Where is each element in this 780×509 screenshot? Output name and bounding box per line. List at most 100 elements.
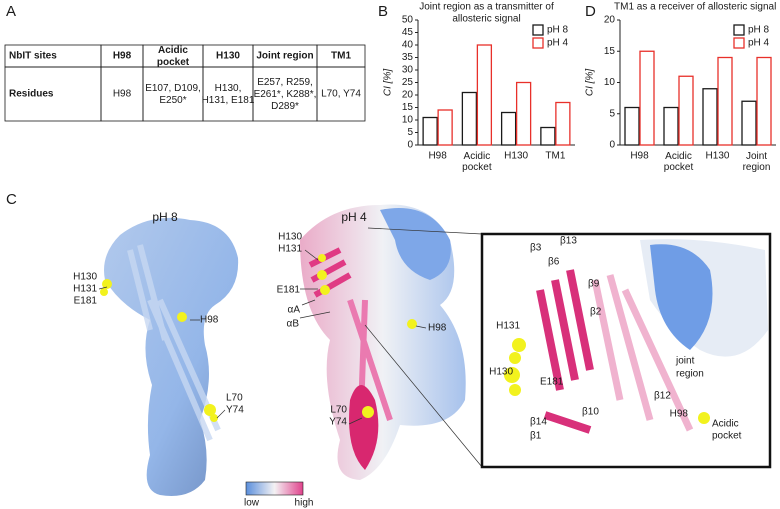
legend-swatch bbox=[532, 37, 544, 49]
y-tick-label: 20 bbox=[604, 15, 616, 26]
bar bbox=[515, 81, 532, 146]
bar bbox=[702, 88, 718, 146]
x-tick-label: Joint region bbox=[743, 151, 771, 173]
bar bbox=[639, 50, 655, 146]
table-text: TM1 bbox=[331, 51, 351, 62]
bar bbox=[741, 100, 757, 146]
table-text: Acidic pocket bbox=[157, 45, 190, 68]
x-tick-label: H130 bbox=[504, 151, 528, 162]
legend-label: pH 8 bbox=[748, 25, 770, 36]
residue-label: Y74 bbox=[329, 417, 347, 428]
residue-label: L70 bbox=[330, 405, 347, 416]
table-text: NbIT sites bbox=[9, 51, 57, 62]
inset-label: β1 bbox=[530, 431, 542, 442]
structure-ph8 bbox=[100, 217, 239, 496]
inset-structure bbox=[504, 239, 768, 434]
y-tick-label: 15 bbox=[604, 46, 616, 57]
y-tick-label: 25 bbox=[402, 77, 414, 88]
bar bbox=[540, 126, 556, 146]
x-tick-label: TM1 bbox=[545, 151, 565, 162]
structure-title: pH 4 bbox=[341, 210, 367, 224]
y-tick-label: 50 bbox=[402, 15, 414, 26]
residue-label: H98 bbox=[200, 315, 219, 326]
structure-title: pH 8 bbox=[152, 210, 178, 224]
inset-label: joint bbox=[675, 356, 695, 367]
residue-label: E181 bbox=[74, 296, 98, 307]
bar bbox=[461, 91, 478, 146]
y-tick-label: 35 bbox=[402, 52, 414, 63]
x-tick-label: H130 bbox=[706, 151, 730, 162]
table-text: H98 bbox=[113, 89, 132, 100]
bar bbox=[555, 101, 571, 146]
bar bbox=[437, 109, 453, 146]
legend-label: pH 8 bbox=[547, 25, 569, 36]
charts: Joint region as a transmitter ofalloster… bbox=[383, 2, 777, 173]
table-text: H98 bbox=[113, 51, 132, 62]
inset-label: β12 bbox=[654, 391, 671, 402]
table-text: L70, Y74 bbox=[321, 89, 361, 100]
inset-label: Acidic bbox=[712, 419, 739, 430]
y-tick-label: 30 bbox=[402, 65, 414, 76]
bar bbox=[663, 106, 679, 146]
y-tick-label: 45 bbox=[402, 27, 414, 38]
chart-title: Joint region as a transmitter of bbox=[419, 2, 554, 13]
x-tick-label: H98 bbox=[428, 151, 447, 162]
residue-label: H130 bbox=[278, 232, 302, 243]
table-text: H130 bbox=[216, 51, 240, 62]
bar bbox=[624, 106, 640, 146]
bar bbox=[756, 56, 772, 146]
legend-swatch bbox=[733, 37, 745, 49]
table: NbIT sites H98 Acidic pocket H130 Joint regio… bbox=[4, 44, 366, 122]
table-cell bbox=[316, 66, 366, 122]
y-axis-label: CI [%] bbox=[585, 69, 596, 96]
residue-label: Y74 bbox=[226, 405, 244, 416]
panel-letter: C bbox=[6, 191, 17, 208]
residue-label: H98 bbox=[428, 323, 447, 334]
residue-label: αA bbox=[288, 305, 301, 316]
table-text: Joint region bbox=[256, 51, 313, 62]
inset-label: β6 bbox=[548, 257, 560, 268]
inset-label: H130 bbox=[489, 367, 513, 378]
x-tick-label: Acidic pocket bbox=[462, 151, 492, 173]
x-tick-label: Acidic pocket bbox=[664, 151, 694, 173]
y-tick-label: 20 bbox=[402, 90, 414, 101]
bar bbox=[500, 111, 517, 146]
y-tick-label: 5 bbox=[609, 108, 615, 119]
inset-label: β2 bbox=[590, 307, 602, 318]
colorbar-label: low bbox=[244, 498, 260, 509]
y-tick-label: 0 bbox=[609, 140, 615, 151]
bar bbox=[678, 75, 694, 146]
residue-label: L70 bbox=[226, 393, 243, 404]
legend-swatch bbox=[733, 24, 745, 36]
inset-label: β13 bbox=[560, 236, 577, 247]
inset-label: pocket bbox=[712, 431, 742, 442]
y-tick-label: 0 bbox=[407, 140, 413, 151]
chart-title: allosteric signal bbox=[452, 14, 520, 25]
panel-letter: D bbox=[585, 3, 596, 20]
y-tick-label: 10 bbox=[604, 77, 616, 88]
inset-label: β14 bbox=[530, 417, 547, 428]
bar bbox=[476, 44, 493, 146]
legend-label: pH 4 bbox=[547, 38, 569, 49]
residue-label: H131 bbox=[278, 244, 302, 255]
bar bbox=[717, 56, 733, 146]
colorbar-label: high bbox=[295, 498, 314, 509]
inset-label: H131 bbox=[496, 321, 520, 332]
y-tick-label: 5 bbox=[407, 127, 413, 138]
table-text: E107, D109, E250* bbox=[145, 83, 201, 106]
inset-label: β9 bbox=[588, 279, 600, 290]
y-tick-label: 10 bbox=[402, 115, 414, 126]
y-tick-label: 40 bbox=[402, 40, 414, 51]
y-axis-label: CI [%] bbox=[383, 69, 394, 96]
inset-label: β10 bbox=[582, 407, 599, 418]
inset-label: H98 bbox=[670, 409, 689, 420]
table-text: E257, R259, E261*, K288*, D289* bbox=[254, 77, 317, 112]
table-text: Residues bbox=[9, 89, 54, 100]
inset-label: E181 bbox=[540, 377, 564, 388]
y-tick-label: 15 bbox=[402, 102, 414, 113]
x-tick-label: H98 bbox=[630, 151, 649, 162]
legend-label: pH 4 bbox=[748, 38, 770, 49]
panel-letter: A bbox=[6, 3, 16, 20]
